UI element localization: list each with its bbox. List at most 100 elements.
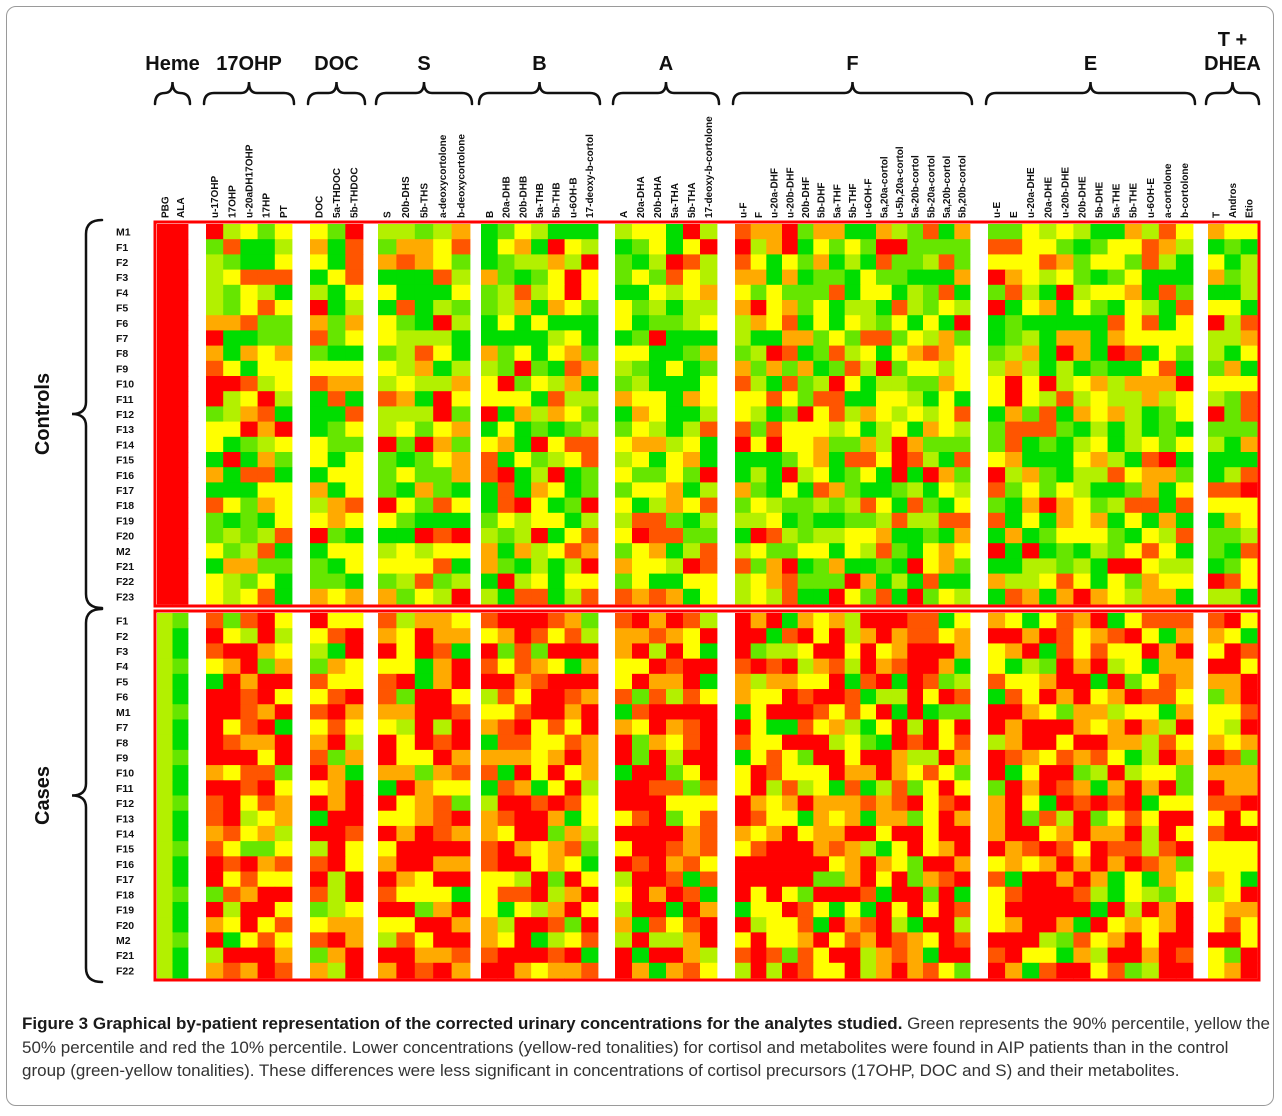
heatmap-cell [988, 704, 1006, 720]
heatmap-cell [1022, 856, 1040, 872]
heatmap-cell [876, 719, 893, 736]
heatmap-cell [1005, 284, 1023, 301]
row-block-label: Cases [32, 766, 54, 825]
heatmap-cell [433, 360, 452, 377]
heatmap-cell [1090, 613, 1108, 629]
heatmap-cell [632, 795, 650, 812]
heatmap-cell [1005, 613, 1023, 629]
heatmap-cell [1240, 765, 1258, 781]
heatmap-cell [766, 719, 783, 736]
heatmap-cell [514, 573, 532, 590]
heatmap-cell [396, 689, 416, 705]
heatmap-cell [782, 734, 799, 751]
heatmap-cell [547, 628, 565, 644]
heatmap-cell [1240, 810, 1258, 827]
heatmap-cell [891, 734, 908, 751]
heatmap-cell [157, 360, 173, 377]
heatmap-cell [257, 239, 276, 255]
heatmap-cell [813, 300, 830, 316]
heatmap-cell [497, 765, 515, 781]
heatmap-cell [378, 497, 397, 514]
heatmap-cell [683, 558, 701, 574]
heatmap-cell [481, 224, 499, 240]
heatmap-cell [433, 962, 452, 979]
heatmap-cell [1022, 901, 1040, 918]
heatmap-cell [938, 391, 955, 407]
heatmap-cell [345, 917, 364, 933]
heatmap-cell [345, 613, 364, 629]
heatmap-cell [735, 932, 752, 948]
heatmap-cell [1224, 558, 1242, 574]
heatmap-cell [844, 704, 861, 720]
column-label: 5b-THDOC [350, 167, 361, 218]
heatmap-cell [396, 719, 416, 736]
heatmap-cell [860, 947, 877, 964]
heatmap-cell [1073, 406, 1091, 422]
heatmap-cell [564, 932, 582, 948]
heatmap-cell [700, 300, 718, 316]
heatmap-cell [157, 673, 173, 690]
heatmap-cell [1039, 300, 1057, 316]
heatmap-cell [615, 947, 633, 964]
heatmap-cell [378, 932, 397, 948]
heatmap-cell [310, 765, 329, 781]
heatmap-cell [829, 780, 846, 796]
heatmap-cell [497, 901, 515, 918]
heatmap-cell [907, 841, 924, 857]
heatmap-cell [735, 673, 752, 690]
heatmap-cell [1158, 886, 1177, 903]
heatmap-cell [907, 689, 924, 705]
heatmap-cell [954, 376, 971, 392]
heatmap-cell [531, 871, 549, 888]
heatmap-cell [564, 704, 582, 720]
heatmap-cell [564, 749, 582, 766]
heatmap-cell [813, 628, 830, 644]
heatmap-cell [378, 315, 397, 331]
heatmap-cell [414, 795, 434, 812]
heatmap-cell [615, 421, 633, 438]
heatmap-cell [433, 452, 452, 468]
heatmap-cell [813, 917, 830, 933]
heatmap-cell [414, 689, 434, 705]
heatmap-cell [683, 841, 701, 857]
heatmap-cell [649, 765, 667, 781]
heatmap-cell [345, 643, 364, 660]
heatmap-cell [514, 628, 532, 644]
heatmap-cell [666, 917, 684, 933]
heatmap-cell [876, 406, 893, 422]
heatmap-cell [1124, 673, 1143, 690]
heatmap-cell [547, 962, 565, 979]
heatmap-cell [345, 421, 364, 438]
heatmap-cell [938, 512, 955, 529]
heatmap-cell [615, 932, 633, 948]
heatmap-cell [615, 254, 633, 270]
heatmap-cell [700, 719, 718, 736]
heatmap-cell [988, 284, 1006, 301]
heatmap-cell [1124, 512, 1143, 529]
heatmap-cell [954, 749, 971, 766]
heatmap-cell [1208, 947, 1225, 964]
heatmap-cell [923, 467, 940, 483]
heatmap-cell [345, 749, 364, 766]
heatmap-cell [1175, 917, 1194, 933]
heatmap-cell [433, 421, 452, 438]
heatmap-cell [1141, 254, 1160, 270]
heatmap-cell [223, 673, 241, 690]
heatmap-cell [1224, 573, 1242, 590]
heatmap-cell [891, 689, 908, 705]
heatmap-cell [954, 825, 971, 842]
heatmap-cell [1158, 406, 1177, 422]
heatmap-cell [766, 391, 783, 407]
heatmap-cell [615, 886, 633, 903]
heatmap-cell [860, 421, 877, 438]
heatmap-cell [481, 588, 499, 605]
heatmap-cell [700, 497, 718, 514]
heatmap-cell [1158, 300, 1177, 316]
heatmap-cell [923, 588, 940, 605]
heatmap-cell [481, 628, 499, 644]
heatmap-cell [829, 841, 846, 857]
heatmap-cell [1090, 780, 1108, 796]
heatmap-cell [891, 239, 908, 255]
heatmap-cell [1039, 376, 1057, 392]
heatmap-cell [632, 452, 650, 468]
